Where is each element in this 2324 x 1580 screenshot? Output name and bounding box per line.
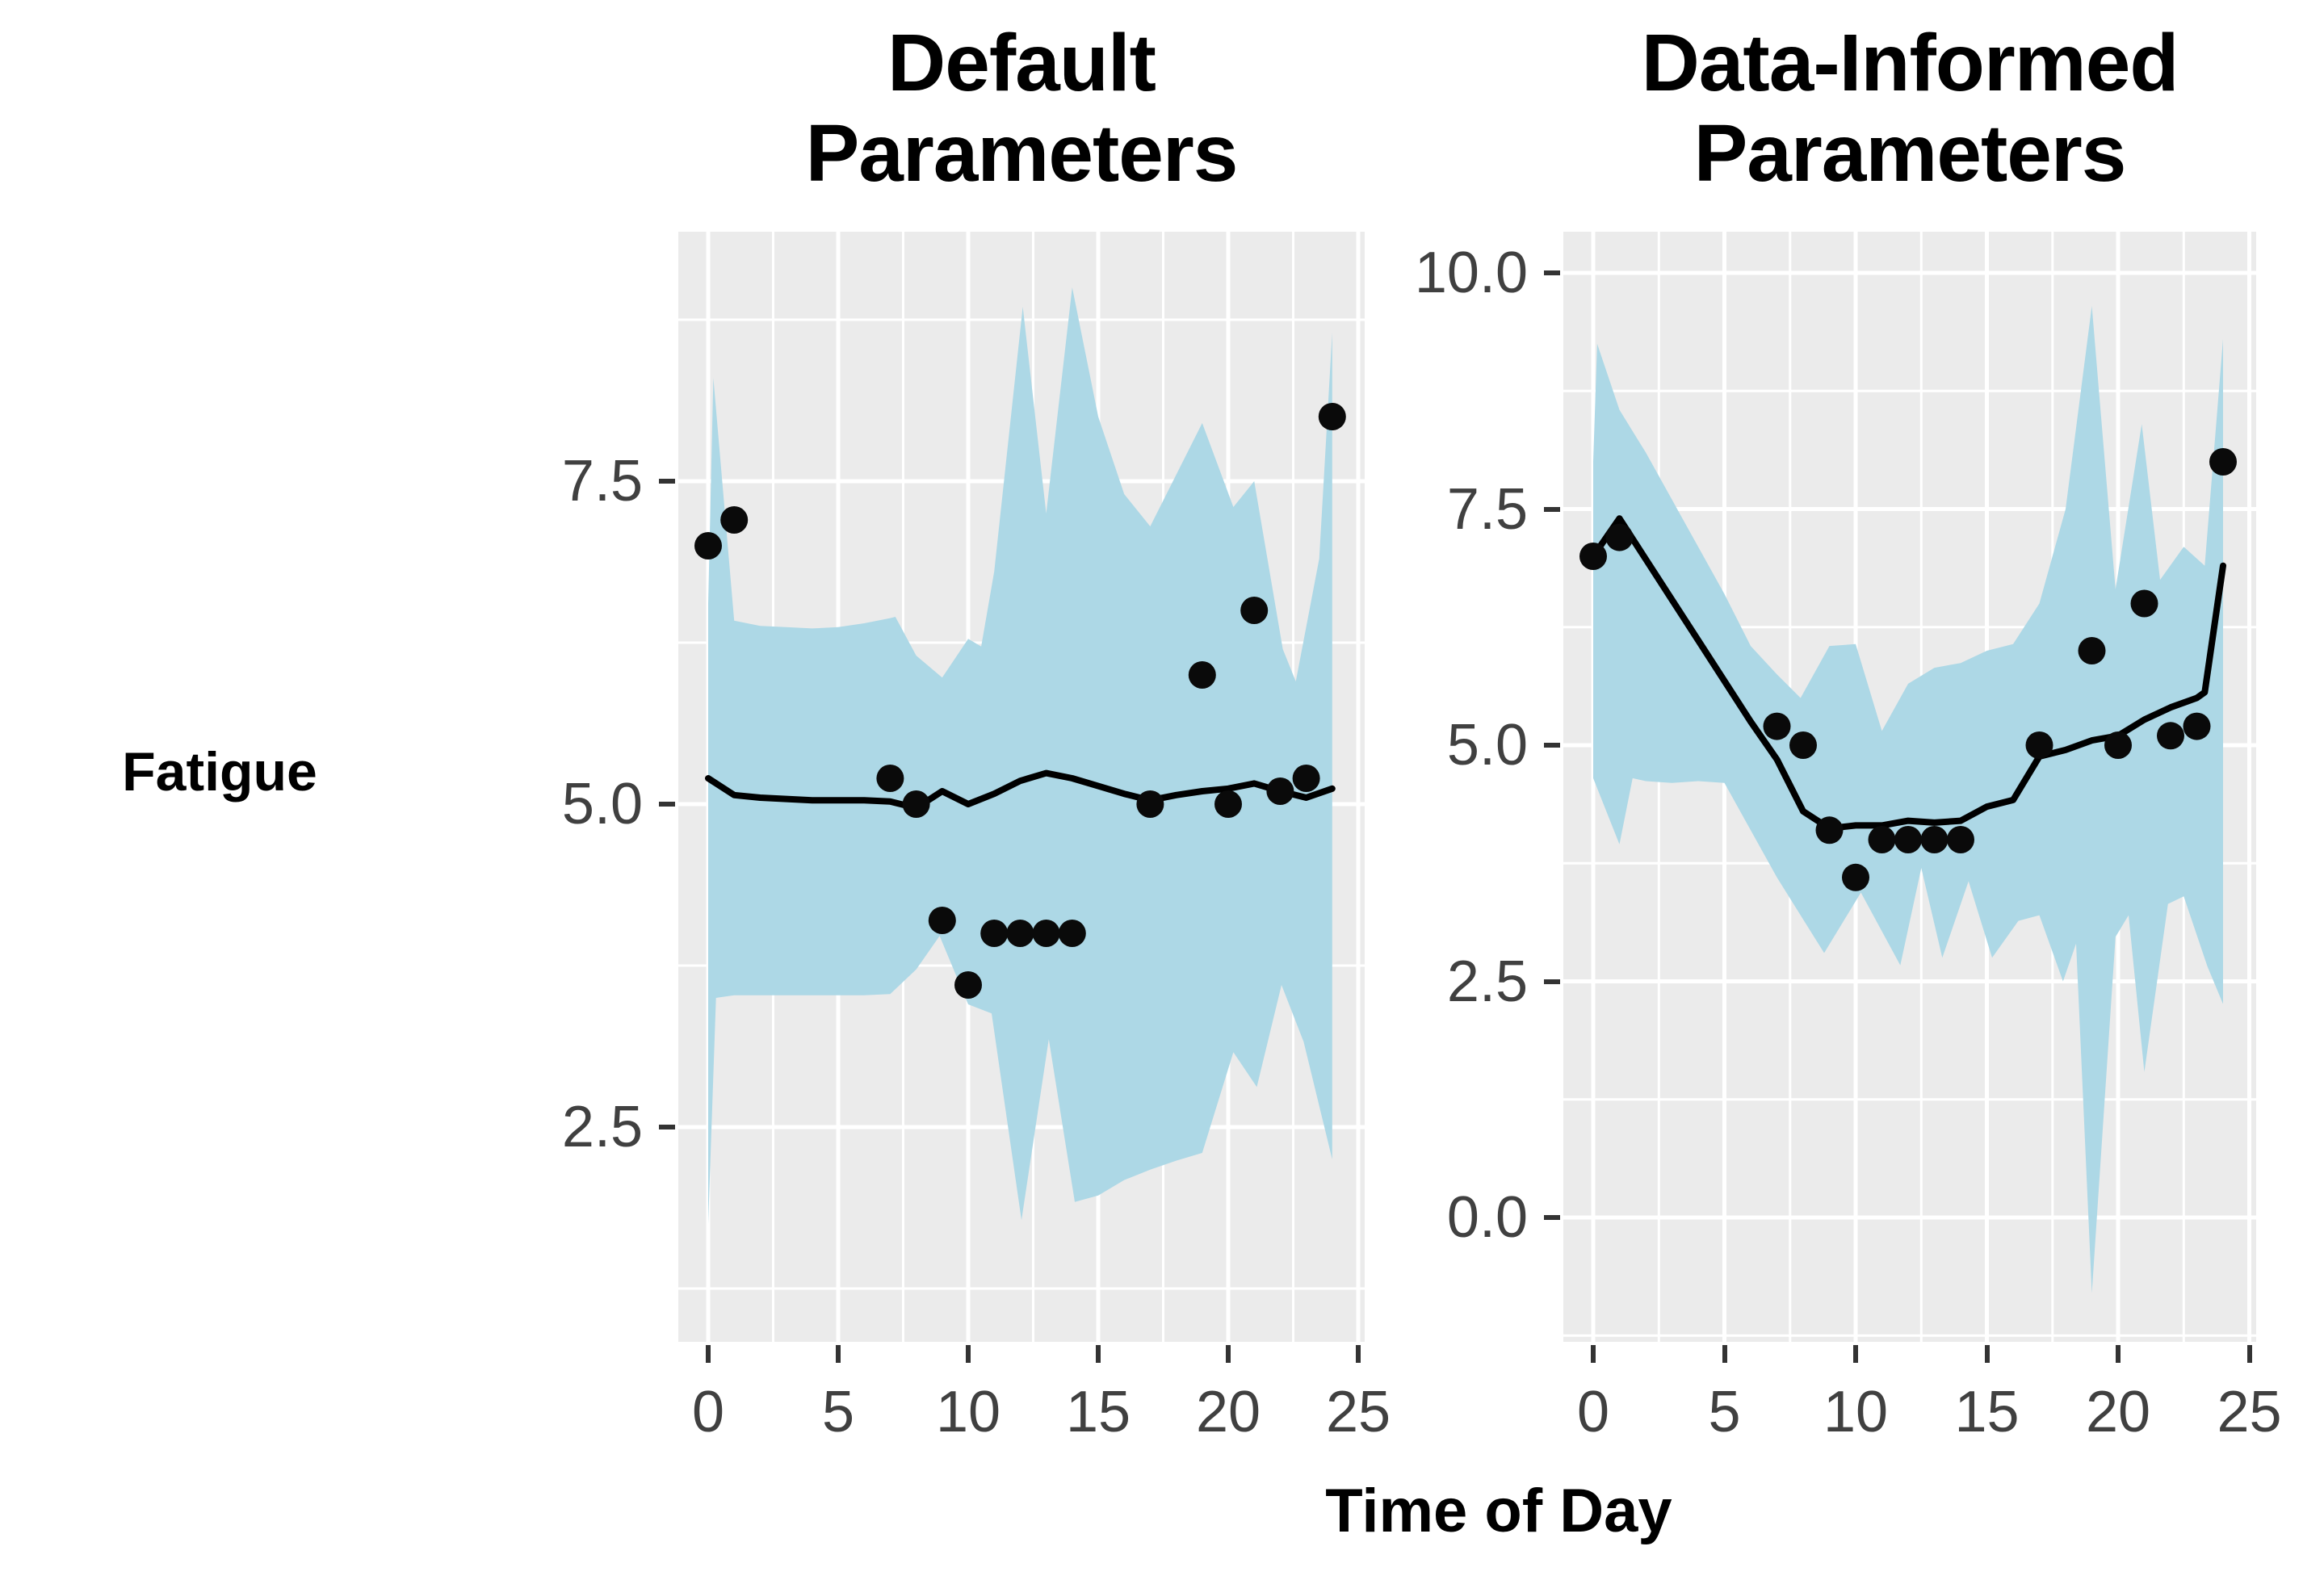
- x-tick-mark: [1984, 1345, 1990, 1363]
- observed-data-point: [694, 532, 722, 559]
- x-tick-mark: [1722, 1345, 1727, 1363]
- x-tick-label: 25: [2217, 1380, 2282, 1444]
- y-tick-mark: [1544, 506, 1560, 512]
- x-tick-label: 10: [935, 1380, 1001, 1444]
- observed-data-point: [1789, 731, 1817, 759]
- x-tick-mark: [1853, 1345, 1858, 1363]
- y-tick-label: 10.0: [1414, 241, 1528, 305]
- left-facet-title-line1: Default: [887, 18, 1156, 108]
- observed-data-point: [1032, 920, 1060, 947]
- confidence-ribbon: [1593, 306, 2223, 1293]
- observed-data-point: [1868, 826, 1896, 853]
- x-tick-label: 0: [1576, 1380, 1610, 1444]
- confidence-ribbon: [708, 287, 1332, 1224]
- x-tick-label: 0: [691, 1380, 725, 1444]
- observed-data-point: [2104, 731, 2132, 759]
- y-tick-label: 7.5: [561, 449, 643, 513]
- x-tick-mark: [1591, 1345, 1596, 1363]
- observed-data-point: [1763, 712, 1791, 740]
- observed-data-point: [1136, 790, 1164, 818]
- observed-data-point: [1214, 790, 1242, 818]
- x-tick-mark: [1356, 1345, 1361, 1363]
- observed-data-point: [1920, 826, 1949, 853]
- left-plot-panel: [678, 232, 1365, 1342]
- observed-data-point: [876, 765, 904, 792]
- left-facet-title: Default Parameters: [698, 18, 1344, 199]
- observed-data-point: [928, 907, 956, 934]
- y-tick-label: 2.5: [561, 1095, 643, 1159]
- observed-data-point: [1318, 403, 1346, 430]
- x-tick-label: 25: [1325, 1380, 1391, 1444]
- x-axis-title: Time of Day: [1325, 1477, 1672, 1545]
- observed-data-point: [1240, 597, 1269, 624]
- x-tick-mark: [2246, 1345, 2252, 1363]
- y-tick-mark: [659, 802, 675, 807]
- x-tick-mark: [966, 1345, 971, 1363]
- model-fit-line: [1590, 515, 2226, 832]
- y-tick-mark: [1544, 743, 1560, 748]
- observed-data-point: [1894, 826, 1922, 853]
- observed-data-point: [720, 506, 749, 534]
- y-tick-label: 0.0: [1446, 1185, 1528, 1250]
- observed-data-point: [1006, 920, 1034, 947]
- x-tick-label: 15: [1065, 1380, 1131, 1444]
- y-tick-label: 2.5: [1446, 949, 1528, 1014]
- y-tick-mark: [1544, 979, 1560, 984]
- observed-data-point: [2078, 637, 2106, 664]
- x-tick-mark: [1226, 1345, 1231, 1363]
- x-tick-label: 5: [1708, 1380, 1741, 1444]
- x-tick-label: 20: [1195, 1380, 1261, 1444]
- observed-data-point: [1266, 777, 1294, 805]
- observed-data-point: [1292, 765, 1320, 792]
- y-tick-mark: [1544, 1215, 1560, 1220]
- x-tick-label: 15: [1954, 1380, 2020, 1444]
- right-plot-panel: [1563, 232, 2256, 1342]
- observed-data-point: [1188, 661, 1216, 689]
- observed-data-point: [2130, 589, 2158, 618]
- y-axis-title: Fatigue: [122, 741, 317, 803]
- observed-data-point: [2209, 448, 2237, 476]
- right-facet-title-line2: Parameters: [1693, 108, 2127, 199]
- observed-data-point: [1842, 863, 1869, 891]
- x-tick-label: 20: [2085, 1380, 2151, 1444]
- observed-data-point: [1058, 920, 1086, 947]
- model-fit-line: [705, 769, 1336, 811]
- observed-data-point: [1605, 523, 1634, 551]
- observed-data-point: [1815, 816, 1844, 844]
- observed-data-point: [2157, 722, 2184, 750]
- y-tick-label: 5.0: [1446, 713, 1528, 777]
- y-tick-label: 7.5: [1446, 476, 1528, 542]
- x-tick-mark: [2116, 1345, 2121, 1363]
- observed-data-point: [2025, 731, 2053, 759]
- y-tick-label: 5.0: [561, 772, 643, 836]
- observed-data-point: [954, 971, 982, 999]
- x-tick-mark: [706, 1345, 711, 1363]
- left-facet-title-line2: Parameters: [805, 108, 1239, 199]
- observed-data-point: [1947, 826, 1974, 853]
- x-tick-mark: [836, 1345, 841, 1363]
- x-tick-label: 10: [1823, 1380, 1889, 1444]
- observed-data-point: [902, 790, 930, 818]
- y-tick-mark: [659, 1125, 675, 1129]
- x-tick-mark: [1096, 1345, 1101, 1363]
- x-tick-label: 5: [821, 1380, 855, 1444]
- observed-data-point: [980, 920, 1009, 947]
- right-facet-title-line1: Data-Informed: [1641, 18, 2179, 108]
- observed-data-point: [2183, 712, 2211, 740]
- observed-data-point: [1579, 543, 1607, 570]
- y-tick-mark: [1544, 270, 1560, 275]
- right-facet-title: Data-Informed Parameters: [1587, 18, 2233, 199]
- y-tick-mark: [659, 479, 675, 484]
